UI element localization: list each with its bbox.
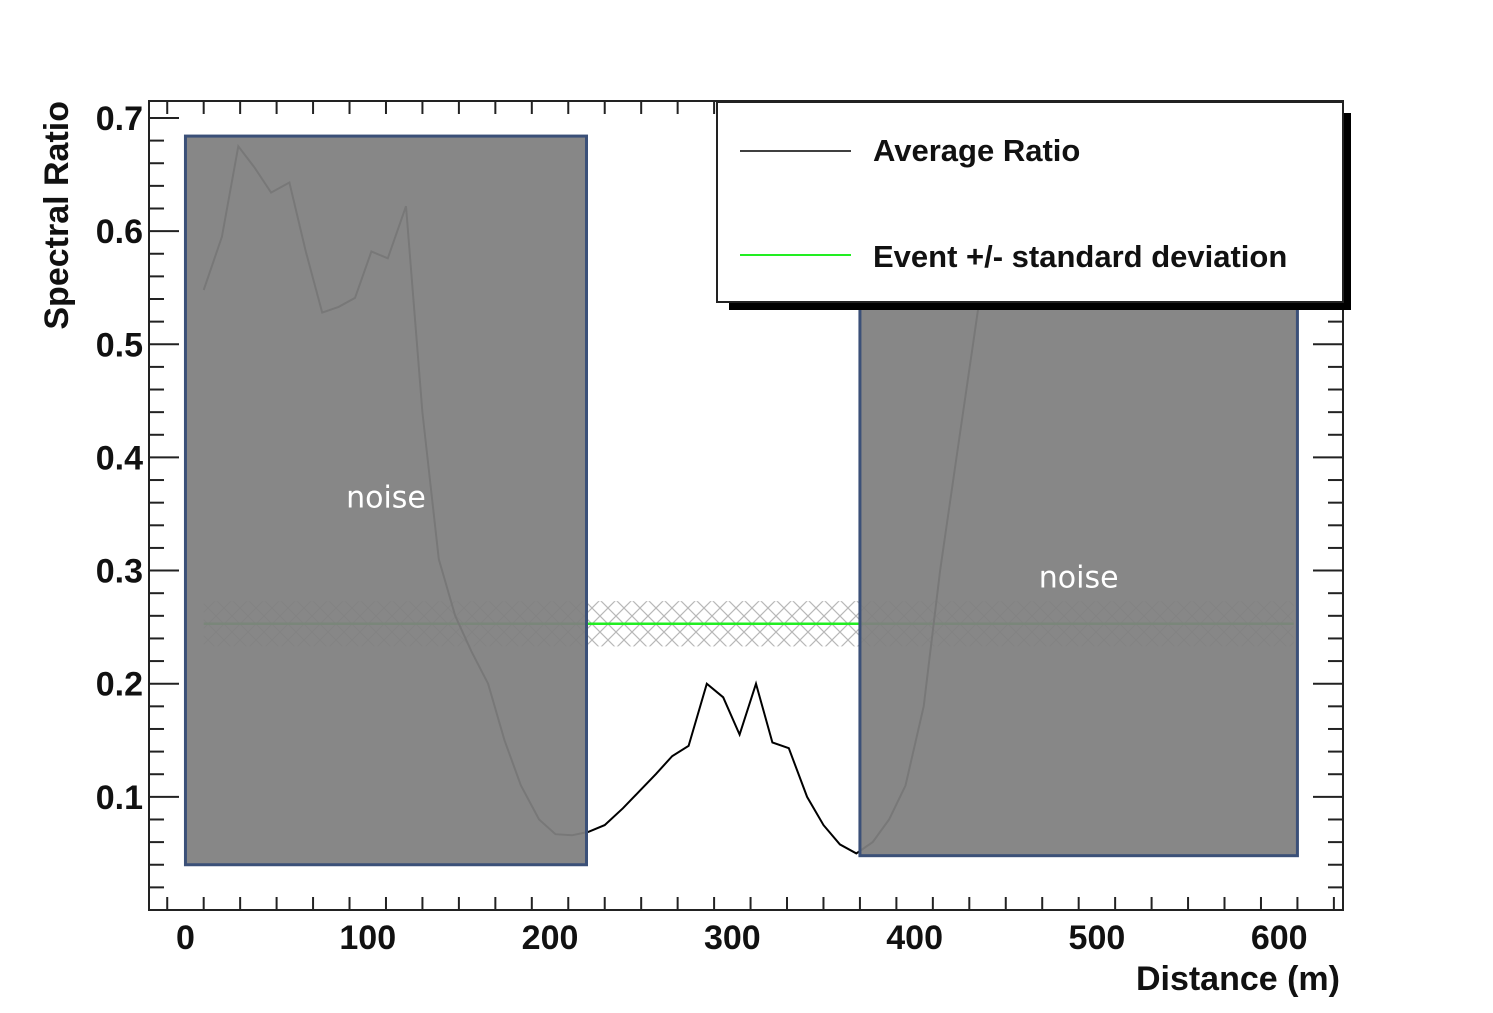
x-tick-label: 500 [1069,919,1126,957]
noise-label: noise [1039,560,1119,595]
y-tick-label: 0.6 [96,213,143,251]
legend: Average Ratio Event +/- standard deviati… [716,101,1351,310]
noise-label: noise [346,481,426,516]
y-tick-label: 0.4 [96,439,143,477]
noise-box [183,134,588,867]
x-tick-label: 0 [176,919,195,957]
legend-box [716,101,1344,303]
y-tick-label: 0.2 [96,666,143,704]
y-tick-label: 0.5 [96,326,143,364]
x-tick-label: 100 [339,919,396,957]
x-axis-title: Distance (m) [1136,960,1340,998]
y-tick-label: 0.7 [96,100,143,138]
y-axis-title: Spectral Ratio [38,101,76,330]
x-tick-label: 200 [522,919,579,957]
y-tick-label: 0.1 [96,779,143,817]
legend-label-event: Event +/- standard deviation [873,239,1287,274]
x-tick-label: 300 [704,919,761,957]
x-tick-label: 600 [1251,919,1308,957]
legend-label-average-ratio: Average Ratio [873,133,1080,168]
x-tick-label: 400 [886,919,943,957]
y-tick-label: 0.3 [96,553,143,591]
noise-box [858,306,1299,858]
